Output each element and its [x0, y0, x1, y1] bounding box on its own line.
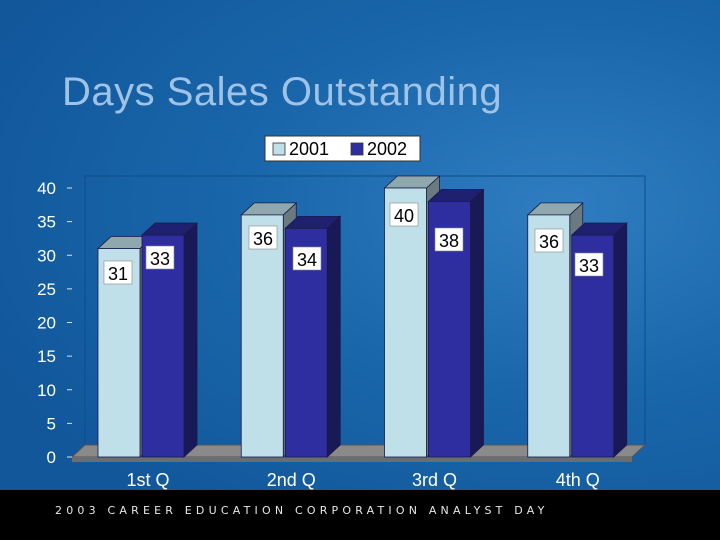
legend-label: 2001 — [289, 139, 329, 159]
legend-swatch — [350, 142, 364, 156]
data-label-box — [574, 252, 604, 277]
x-axis-category-label: 3rd Q — [412, 470, 457, 490]
data-label: 33 — [150, 249, 170, 269]
bar-side — [183, 222, 198, 458]
data-label-box — [248, 225, 278, 250]
y-axis-tick-label: 0 — [47, 448, 56, 467]
data-label: 33 — [579, 256, 599, 276]
data-label-box — [389, 202, 419, 227]
data-label: 36 — [539, 232, 559, 252]
x-axis-category-label: 4th Q — [556, 470, 600, 490]
data-label-box — [145, 245, 175, 270]
legend-swatch — [272, 142, 286, 156]
y-axis-tick-label: 30 — [37, 246, 56, 265]
bar — [384, 187, 427, 458]
data-label: 38 — [439, 231, 459, 251]
data-label-box — [434, 227, 464, 252]
legend-label: 2002 — [367, 139, 407, 159]
data-label: 31 — [108, 264, 128, 284]
footer-bar: 2003 CAREER EDUCATION CORPORATION ANALYS… — [0, 490, 720, 540]
y-axis-tick-label: 20 — [37, 314, 56, 333]
x-axis-category-label: 2nd Q — [267, 470, 316, 490]
data-label: 34 — [297, 250, 317, 270]
y-axis-tick-label: 25 — [37, 280, 56, 299]
bar — [240, 214, 284, 458]
bar-side — [326, 215, 341, 458]
legend — [264, 135, 421, 162]
data-label-box — [292, 246, 322, 271]
data-label-box — [534, 228, 564, 253]
bar-side — [470, 188, 484, 458]
bar — [527, 214, 571, 458]
data-label: 36 — [253, 229, 273, 249]
y-axis-tick-label: 15 — [37, 347, 56, 366]
x-axis-category-label: 1st Q — [126, 470, 169, 490]
bar — [141, 234, 185, 458]
slide-title: Days Sales Outstanding — [62, 70, 503, 114]
data-label-box — [103, 260, 133, 285]
footer-text: 2003 CAREER EDUCATION CORPORATION ANALYS… — [55, 504, 549, 517]
y-axis-tick-label: 10 — [37, 381, 56, 400]
y-axis-tick-label: 35 — [37, 213, 56, 232]
plot-floor-edge — [72, 457, 632, 462]
data-label: 40 — [394, 206, 414, 226]
bar-side — [613, 222, 628, 458]
y-axis-tick-label: 40 — [37, 179, 56, 198]
y-axis-tick-label: 5 — [47, 414, 56, 433]
